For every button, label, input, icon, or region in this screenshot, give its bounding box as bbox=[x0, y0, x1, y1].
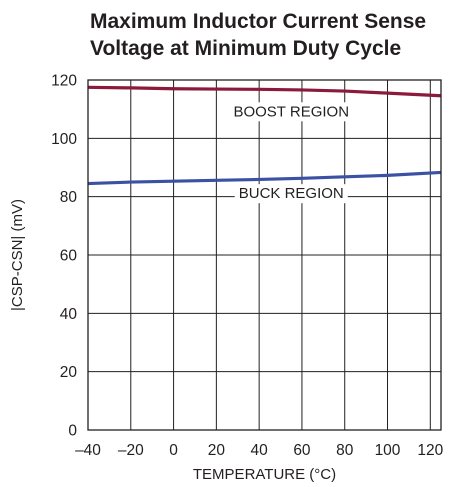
x-axis-label: TEMPERATURE (°C) bbox=[193, 466, 336, 483]
x-tick-label: 120 bbox=[417, 442, 443, 459]
x-tick-labels: –40 –20 0 20 40 60 80 100 120 bbox=[75, 442, 444, 459]
series-line-boost bbox=[87, 85, 442, 98]
x-tick-label: –40 bbox=[75, 442, 101, 459]
series-label-boost: BOOST REGION bbox=[233, 103, 349, 120]
x-tick-label: 80 bbox=[336, 442, 354, 459]
series-label-buck: BUCK REGION bbox=[239, 185, 344, 202]
y-tick-label: 80 bbox=[60, 189, 78, 206]
series-lines bbox=[87, 85, 442, 186]
x-tick-label: –20 bbox=[118, 442, 144, 459]
y-tick-label: 60 bbox=[60, 248, 78, 265]
y-tick-labels: 0 20 40 60 80 100 120 bbox=[51, 73, 77, 440]
x-tick-label: 20 bbox=[208, 442, 226, 459]
plot-frame bbox=[87, 79, 442, 431]
series-annotations: BOOST REGION BUCK REGION bbox=[229, 102, 354, 204]
y-tick-label: 100 bbox=[51, 131, 77, 148]
series-label-background bbox=[234, 184, 348, 204]
y-tick-label: 120 bbox=[51, 73, 77, 90]
y-tick-label: 0 bbox=[68, 423, 77, 440]
chart-title-line-1: Maximum Inductor Current Sense bbox=[90, 10, 426, 33]
y-tick-label: 20 bbox=[60, 364, 78, 381]
series-label-background bbox=[229, 102, 354, 122]
x-tick-label: 100 bbox=[375, 442, 401, 459]
y-tick-label: 40 bbox=[60, 306, 78, 323]
x-tick-label: 40 bbox=[251, 442, 269, 459]
grid bbox=[87, 79, 441, 431]
y-axis-label: |CSP-CSN| (mV) bbox=[9, 199, 26, 311]
series-line-buck bbox=[87, 170, 442, 186]
x-tick-label: 60 bbox=[293, 442, 311, 459]
chart-title-line-2: Voltage at Minimum Duty Cycle bbox=[90, 37, 401, 60]
x-tick-label: 0 bbox=[169, 442, 178, 459]
